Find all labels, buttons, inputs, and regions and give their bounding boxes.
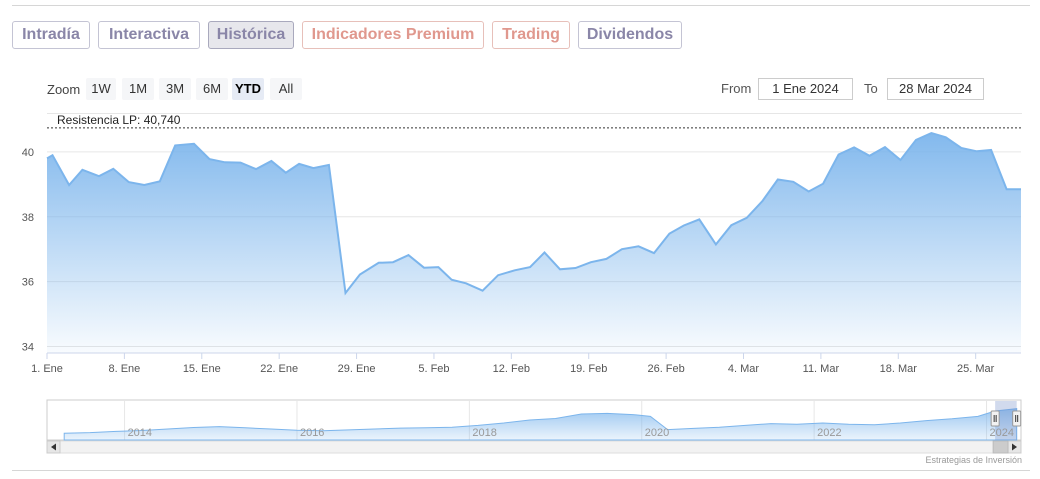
navigator-year-label: 2014 <box>128 427 152 439</box>
navigator-right-handle[interactable] <box>1012 410 1022 427</box>
tab-dividendos[interactable]: Dividendos <box>578 21 682 49</box>
x-tick-label: 18. Mar <box>880 363 918 375</box>
x-tick-label: 11. Mar <box>803 363 840 375</box>
tab-historica[interactable]: Histórica <box>208 21 294 49</box>
x-tick-label: 15. Ene <box>183 363 221 375</box>
y-tick-label: 34 <box>22 342 34 354</box>
zoom-button-all[interactable]: All <box>270 78 302 100</box>
to-date-input[interactable]: 28 Mar 2024 <box>887 78 984 100</box>
zoom-button-1m[interactable]: 1M <box>122 78 154 100</box>
x-tick-label: 25. Mar <box>957 363 995 375</box>
x-tick-label: 26. Feb <box>647 363 684 375</box>
x-tick-label: 12. Feb <box>493 363 530 375</box>
to-label: To <box>864 81 878 96</box>
x-tick-label: 22. Ene <box>260 363 298 375</box>
x-tick-label: 4. Mar <box>728 363 760 375</box>
y-tick-label: 36 <box>22 277 34 289</box>
zoom-label: Zoom <box>47 82 81 97</box>
tab-indicadores-premium[interactable]: Indicadores Premium <box>302 21 484 49</box>
x-tick-label: 29. Ene <box>338 363 376 375</box>
y-tick-label: 40 <box>22 147 34 159</box>
price-area <box>47 133 1021 353</box>
from-label: From <box>721 81 752 96</box>
x-tick-label: 1. Ene <box>31 363 63 375</box>
x-tick-label: 19. Feb <box>570 363 607 375</box>
navigator-year-label: 2022 <box>817 427 841 439</box>
x-tick-label: 5. Feb <box>418 363 449 375</box>
from-date-input[interactable]: 1 Ene 2024 <box>758 78 853 100</box>
navigator-left-handle[interactable] <box>990 410 1000 427</box>
scrollbar[interactable] <box>46 440 1022 454</box>
chart-credits: Estrategias de Inversión <box>925 455 1022 465</box>
resistance-label: Resistencia LP: 40,740 <box>57 113 181 127</box>
navigator-window[interactable] <box>995 401 1017 440</box>
zoom-button-3m[interactable]: 3M <box>159 78 191 100</box>
navigator-series <box>63 408 1018 441</box>
zoom-button-ytd[interactable]: YTD <box>232 78 264 100</box>
tab-intradia[interactable]: Intradía <box>12 21 90 49</box>
zoom-button-1w[interactable]: 1W <box>86 78 116 100</box>
scrollbar-thumb[interactable] <box>992 440 1009 454</box>
arrow-right-icon <box>1012 443 1017 451</box>
top-divider <box>12 5 1030 6</box>
navigator-year-label: 2018 <box>472 427 496 439</box>
selector-divider <box>47 113 1022 114</box>
y-tick-label: 38 <box>22 212 34 224</box>
x-tick-label: 8. Ene <box>108 363 140 375</box>
bottom-divider <box>12 470 1030 471</box>
tab-trading[interactable]: Trading <box>492 21 570 49</box>
navigator-year-label: 2024 <box>990 427 1014 439</box>
navigator[interactable]: 2014 2016 2018 2020 2022 2024 <box>46 399 1022 441</box>
navigator-year-label: 2016 <box>300 427 324 439</box>
tab-interactiva[interactable]: Interactiva <box>98 21 200 49</box>
price-line <box>46 132 1021 296</box>
navigator-year-label: 2020 <box>645 427 669 439</box>
zoom-button-6m[interactable]: 6M <box>196 78 228 100</box>
arrow-left-icon <box>51 443 56 451</box>
scrollbar-track[interactable] <box>46 440 1022 454</box>
